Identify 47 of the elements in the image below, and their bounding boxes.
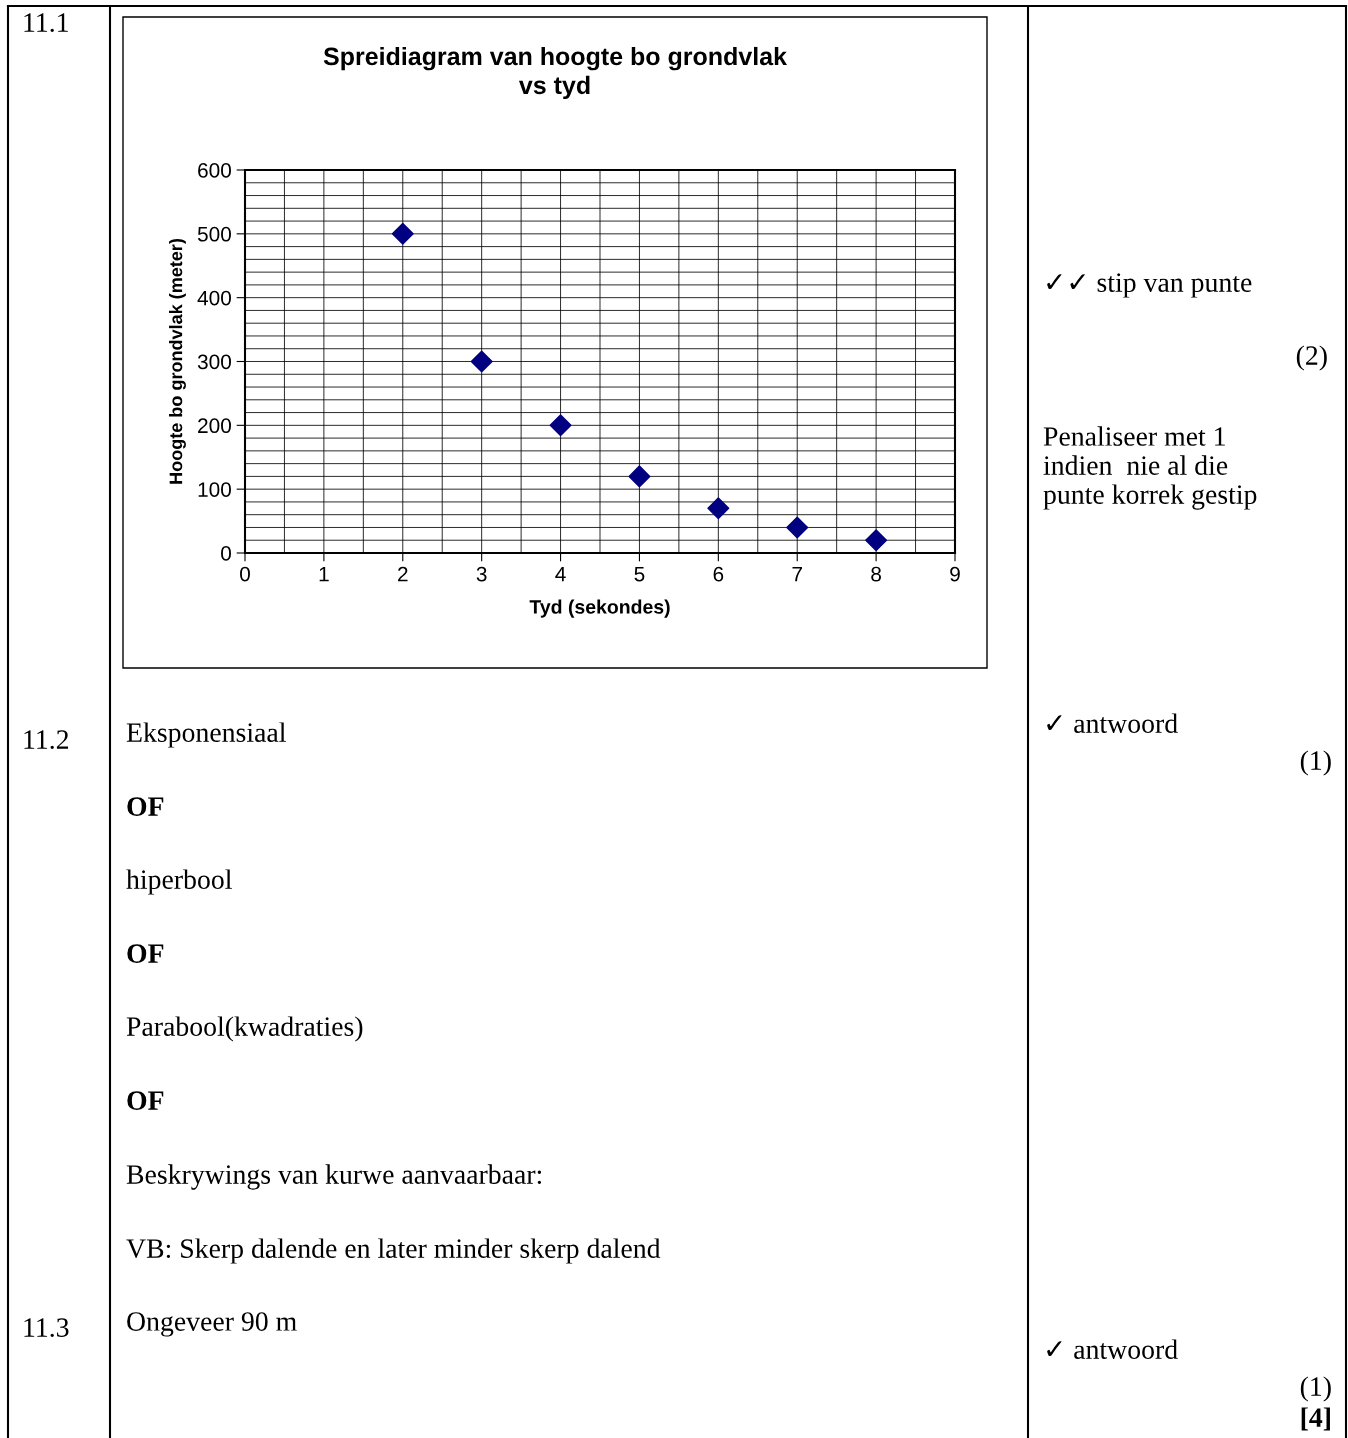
point (786, 516, 809, 539)
point (391, 222, 414, 245)
text: ✓ antwoord (1047, 713, 1178, 733)
x-tick-label: 6 (713, 566, 724, 582)
x-tick-label: 1 (319, 566, 329, 582)
text: 11.2 (24, 730, 69, 750)
text: (1) (1300, 1376, 1331, 1402)
y-tick-label: 300 (197, 354, 231, 370)
y-tick-label: 500 (197, 226, 231, 242)
point (549, 414, 572, 437)
x-tick-label: 7 (792, 566, 802, 582)
x-axis-title: Tyd (sekondes) (529, 599, 670, 618)
y-tick-label: 600 (198, 163, 231, 178)
text: (1) (1300, 750, 1331, 776)
text: (2) (1296, 345, 1327, 371)
x-tick-label: 5 (634, 566, 645, 582)
chart-title: Spreidiagram van hoogte bo grondvlak vs tyd (323, 46, 788, 100)
y-tick-label: 0 (221, 546, 231, 561)
text: ✓ antwoord (1047, 1339, 1178, 1359)
point (628, 465, 651, 488)
text: VB: Skerp dalende en later minder skerp dalend (126, 1238, 661, 1264)
x-tick-label: 4 (555, 566, 566, 582)
x-tick-label: 9 (950, 566, 960, 582)
x-tick-label: 0 (240, 566, 250, 582)
text: Ongeveer 90 m (127, 1312, 297, 1337)
x-tick-label: 8 (871, 566, 881, 582)
point (470, 350, 493, 373)
x-tick-label: 3 (476, 566, 487, 582)
x-tick-label: 2 (398, 566, 408, 582)
y-axis-title: Hoogte bo grondvlak (meter) (169, 239, 186, 484)
text: ✓✓ stip van punte (1047, 273, 1252, 298)
text: OF (127, 797, 164, 816)
text: [4] (1301, 1407, 1330, 1431)
y-tick-label: 100 (198, 482, 231, 497)
text: 11.3 (24, 1318, 69, 1338)
point (707, 497, 730, 520)
point (865, 529, 888, 552)
text: Parabool(kwadraties) (126, 1016, 363, 1042)
y-tick-label: 400 (197, 290, 231, 306)
text: OF (127, 1091, 164, 1110)
text: Beskrywings van kurwe aanvaarbaar: (126, 1164, 542, 1190)
text: hiperbool (126, 869, 232, 895)
text: 11.1 (24, 13, 68, 33)
text: Penaliseer met 1 indien nie al die punte korrek gestip (1043, 426, 1257, 510)
y-tick-label: 200 (198, 418, 231, 434)
text: OF (127, 944, 164, 963)
text: Eksponensiaal (126, 722, 286, 748)
